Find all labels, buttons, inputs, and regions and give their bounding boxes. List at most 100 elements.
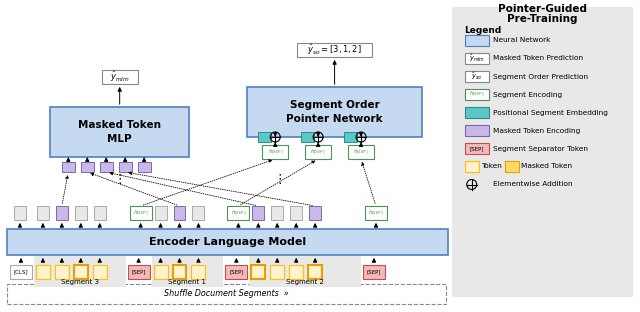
Text: [CLS]: [CLS] [13, 270, 28, 275]
Bar [504, 161, 518, 172]
Bar [152, 255, 223, 287]
Text: Elementwise Addition: Elementwise Addition [493, 182, 572, 188]
Text: ⋮: ⋮ [113, 173, 126, 186]
Bar [173, 265, 186, 279]
Text: Neural Network: Neural Network [493, 37, 550, 43]
Bar [252, 265, 266, 279]
Bar [459, 22, 630, 292]
Text: $\hat{y}_{so}$: $\hat{y}_{so}$ [471, 71, 483, 82]
Bar [290, 206, 302, 220]
Bar [259, 132, 271, 142]
Bar [10, 265, 32, 279]
Text: Masked Token Prediction: Masked Token Prediction [493, 56, 583, 61]
Text: Token: Token [481, 163, 502, 169]
Bar [465, 53, 489, 64]
Text: Masked Token: Masked Token [78, 120, 161, 130]
Bar [7, 229, 448, 255]
Text: [SEP]: [SEP] [470, 146, 484, 151]
Text: $h_{[SEP]}$: $h_{[SEP]}$ [133, 208, 148, 218]
Bar [34, 255, 125, 287]
Text: Positional Segment Embedding: Positional Segment Embedding [493, 110, 607, 115]
Bar [308, 265, 322, 279]
Text: Encoder Language Model: Encoder Language Model [149, 237, 306, 247]
Bar [301, 132, 314, 142]
Text: Segment 2: Segment 2 [286, 279, 324, 285]
Bar [465, 35, 489, 46]
Bar [138, 162, 150, 172]
Bar [100, 162, 113, 172]
Bar [465, 161, 479, 172]
Text: $h_{[SEP]}$: $h_{[SEP]}$ [353, 147, 369, 157]
Bar [363, 265, 385, 279]
Bar [227, 206, 250, 220]
Text: $h_{[SEP]}$: $h_{[SEP]}$ [268, 147, 283, 157]
Bar [62, 162, 75, 172]
Bar [55, 265, 69, 279]
Text: Pointer Network: Pointer Network [286, 114, 383, 124]
Bar [465, 89, 489, 100]
Bar [193, 206, 204, 220]
Text: ⋮: ⋮ [273, 173, 285, 186]
Text: $h_{[SEP]}$: $h_{[SEP]}$ [230, 208, 246, 218]
Bar [348, 145, 374, 159]
Text: $h_{[SEP]}$: $h_{[SEP]}$ [310, 147, 326, 157]
Bar [309, 206, 321, 220]
Bar [465, 125, 489, 136]
Text: $h_{[SEP]}$: $h_{[SEP]}$ [368, 208, 384, 218]
Bar [297, 43, 372, 57]
Bar [14, 206, 26, 220]
Bar [465, 107, 489, 118]
Text: Pre-Training: Pre-Training [508, 14, 578, 24]
Text: [SEP]: [SEP] [229, 270, 244, 275]
Bar [247, 87, 422, 137]
Text: [SEP]: [SEP] [131, 270, 146, 275]
Bar [127, 265, 150, 279]
Bar [365, 206, 387, 220]
Text: Segment 1: Segment 1 [168, 279, 207, 285]
Bar [465, 71, 489, 82]
Bar [50, 107, 189, 157]
Bar [93, 265, 107, 279]
Bar [270, 265, 284, 279]
Bar [252, 206, 264, 220]
Text: $h_{[SEP]}$: $h_{[SEP]}$ [469, 90, 484, 99]
Bar [118, 162, 132, 172]
Text: $\hat{y}_{mlm}$: $\hat{y}_{mlm}$ [109, 70, 130, 84]
Bar [155, 206, 166, 220]
Bar [154, 265, 168, 279]
Bar [250, 255, 361, 287]
Text: Segment Order: Segment Order [290, 100, 380, 110]
Text: $\hat{y}_{so} = [3, 1, 2]$: $\hat{y}_{so} = [3, 1, 2]$ [307, 43, 362, 57]
Text: Segment Separator Token: Segment Separator Token [493, 145, 588, 152]
Text: Segment Order Prediction: Segment Order Prediction [493, 74, 588, 80]
Bar [102, 70, 138, 84]
Bar [36, 265, 50, 279]
Text: [SEP]: [SEP] [367, 270, 381, 275]
Bar [344, 132, 357, 142]
Bar [305, 145, 331, 159]
Text: Segment Encoding: Segment Encoding [493, 91, 562, 97]
Text: Legend: Legend [464, 26, 501, 35]
Bar [74, 265, 88, 279]
Bar [56, 206, 68, 220]
Bar [81, 162, 93, 172]
Bar [37, 206, 49, 220]
Bar [173, 206, 186, 220]
Bar [262, 145, 288, 159]
Text: $\hat{y}_{mlm}$: $\hat{y}_{mlm}$ [468, 53, 484, 64]
Bar [130, 206, 152, 220]
Text: Segment 3: Segment 3 [61, 279, 99, 285]
Bar [7, 284, 446, 304]
Text: Pointer-Guided: Pointer-Guided [498, 4, 587, 14]
Bar [75, 206, 87, 220]
Bar [271, 206, 284, 220]
Bar [191, 265, 205, 279]
Bar [452, 7, 634, 297]
Bar [289, 265, 303, 279]
Text: MLP: MLP [108, 134, 132, 144]
Text: Masked Token Encoding: Masked Token Encoding [493, 128, 580, 134]
Bar [465, 143, 489, 154]
Bar [93, 206, 106, 220]
Bar [225, 265, 247, 279]
Text: Shuffle Document Segments  »: Shuffle Document Segments » [164, 290, 289, 299]
